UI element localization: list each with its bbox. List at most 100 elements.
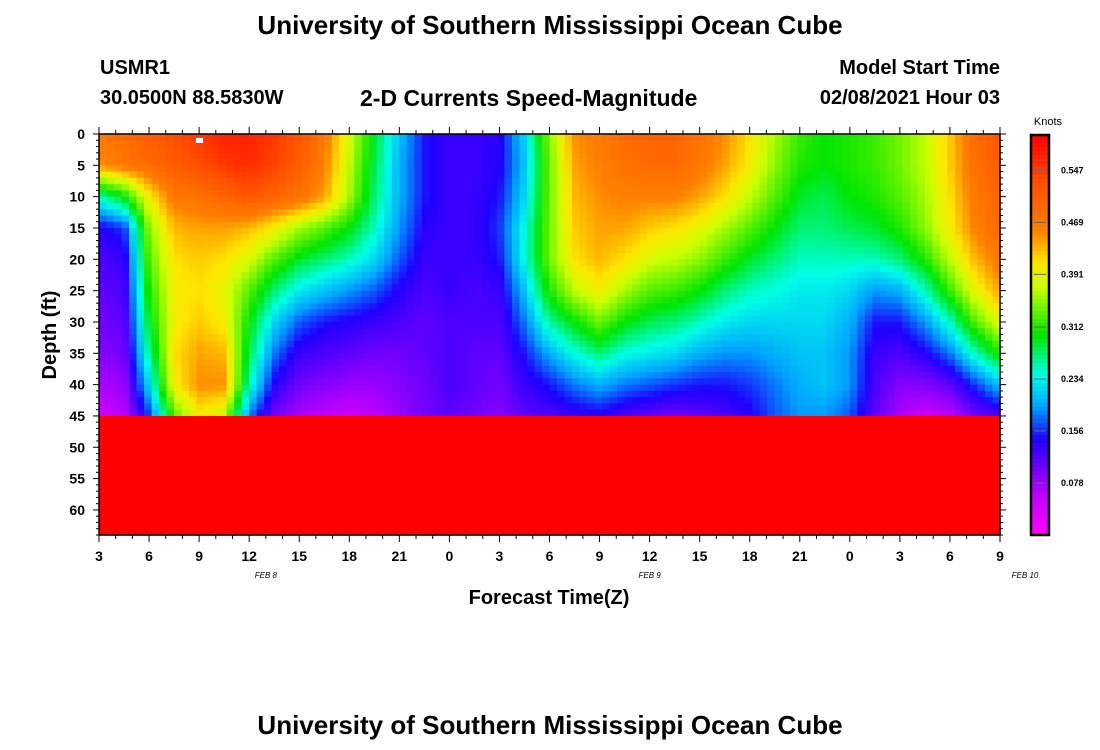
heatmap-cell [271, 522, 280, 530]
heatmap-cell [526, 403, 536, 411]
heatmap-cell [174, 466, 183, 473]
heatmap-cell [99, 422, 108, 430]
heatmap-cell [174, 428, 183, 436]
heatmap-cell [444, 384, 453, 392]
heatmap-cell [166, 428, 175, 436]
heatmap-cell [617, 290, 626, 298]
heatmap-cell [406, 253, 415, 260]
heatmap-cell [309, 478, 318, 486]
heatmap-cell [114, 428, 123, 436]
heatmap-cell [331, 365, 340, 373]
heatmap-cell [294, 384, 303, 392]
heatmap-cell [339, 290, 348, 298]
heatmap-cell [384, 466, 393, 473]
heatmap-cell [249, 453, 258, 461]
heatmap-cell [481, 516, 491, 524]
heatmap-cell [444, 196, 453, 204]
heatmap-cell [444, 503, 453, 511]
heatmap-cell [286, 409, 295, 417]
heatmap-cell [99, 328, 108, 336]
heatmap-cell [361, 184, 370, 191]
heatmap-cell [114, 240, 123, 248]
heatmap-cell [496, 503, 506, 511]
heatmap-cell [534, 509, 543, 517]
heatmap-cell [669, 491, 678, 499]
heatmap-cell [669, 478, 678, 486]
heatmap-cell [234, 196, 243, 204]
heatmap-cell [534, 503, 543, 511]
heatmap-cell [504, 240, 513, 248]
heatmap-cell [324, 165, 333, 173]
heatmap-cell [151, 453, 160, 461]
heatmap-cell [174, 497, 183, 505]
heatmap-cell [369, 497, 378, 505]
heatmap-cell [579, 159, 588, 166]
heatmap-cell [376, 221, 385, 229]
heatmap-cell [99, 215, 108, 223]
heatmap-cell [324, 253, 333, 260]
heatmap-cell [121, 315, 130, 323]
heatmap-cell [624, 190, 633, 198]
heatmap-cell [189, 353, 198, 361]
heatmap-cell [204, 234, 213, 242]
heatmap-cell [234, 509, 243, 517]
heatmap-cell [286, 202, 295, 210]
heatmap-cell [669, 246, 678, 254]
heatmap-cell [361, 390, 370, 398]
heatmap-cell [391, 516, 400, 524]
heatmap-cell [632, 397, 641, 405]
heatmap-cell [669, 146, 678, 154]
heatmap-cell [391, 497, 400, 505]
heatmap-cell [579, 334, 588, 342]
heatmap-cell [271, 209, 280, 217]
heatmap-cell [526, 134, 536, 141]
heatmap-cell [256, 472, 265, 480]
heatmap-cell [129, 441, 138, 448]
heatmap-cell [234, 278, 243, 285]
heatmap-cell [376, 328, 385, 336]
heatmap-cell [181, 215, 190, 223]
heatmap-cell [594, 441, 603, 448]
heatmap-cell [466, 140, 476, 148]
heatmap-cell [519, 528, 528, 536]
heatmap-cell [324, 315, 333, 323]
heatmap-cell [519, 353, 528, 361]
heatmap-cell [459, 309, 468, 317]
heatmap-cell [196, 390, 205, 398]
heatmap-cell [256, 159, 265, 166]
heatmap-cell [594, 315, 603, 323]
heatmap-cell [151, 271, 160, 279]
heatmap-cell [399, 522, 408, 530]
heatmap-cell [526, 428, 536, 436]
heatmap-cell [249, 246, 258, 254]
heatmap-cell [166, 397, 175, 405]
heatmap-cell [489, 516, 498, 524]
heatmap-cell [421, 227, 430, 235]
heatmap-cell [429, 491, 438, 499]
heatmap-cell [669, 284, 678, 292]
heatmap-cell [429, 334, 438, 342]
heatmap-cell [174, 472, 183, 480]
heatmap-cell [466, 466, 476, 473]
heatmap-cell [159, 509, 168, 517]
heatmap-cell [632, 478, 641, 486]
heatmap-cell [309, 209, 318, 217]
heatmap-cell [189, 303, 198, 311]
heatmap-cell [301, 159, 310, 166]
heatmap-cell [346, 365, 355, 373]
heatmap-cell [324, 447, 333, 455]
heatmap-cell [406, 159, 415, 166]
heatmap-cell [106, 447, 115, 455]
heatmap-cell [196, 397, 205, 405]
heatmap-cell [391, 522, 400, 530]
heatmap-cell [226, 221, 235, 229]
heatmap-cell [451, 165, 460, 173]
heatmap-cell [504, 441, 513, 448]
heatmap-cell [662, 152, 671, 160]
heatmap-cell [166, 165, 175, 173]
heatmap-cell [234, 328, 243, 336]
heatmap-cell [564, 215, 573, 223]
heatmap-cell [136, 472, 145, 480]
heatmap-cell [106, 409, 115, 417]
heatmap-cell [181, 265, 190, 273]
